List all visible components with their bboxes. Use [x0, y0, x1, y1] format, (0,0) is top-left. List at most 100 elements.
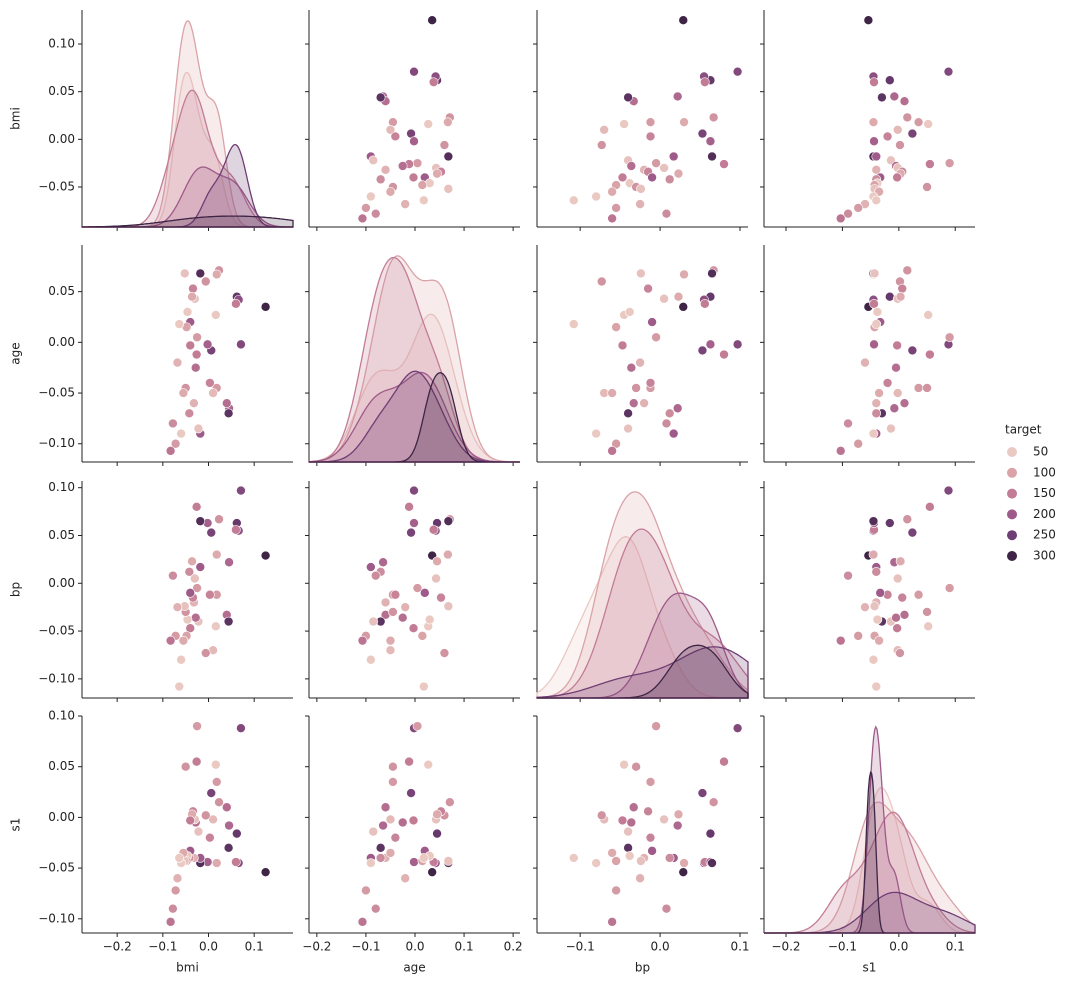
scatter-point [636, 184, 646, 194]
scatter-point [899, 610, 910, 620]
scatter-point [406, 527, 416, 538]
scatter-point [647, 172, 657, 183]
scatter-point [596, 140, 607, 150]
scatter-point [923, 119, 933, 129]
scatter-point [868, 654, 879, 665]
scatter-point [224, 820, 234, 831]
kde-area [537, 644, 749, 699]
scatter-point [611, 856, 621, 866]
kde-area [81, 215, 294, 228]
scatter-point [195, 516, 206, 526]
scatter-point [591, 428, 601, 439]
scatter-point [187, 556, 197, 567]
scatter-point [409, 136, 419, 147]
scatter-point [211, 310, 221, 320]
scatter-point [236, 339, 246, 350]
x-axis-label: s1 [863, 961, 877, 975]
x-axis-label: bp [635, 961, 650, 975]
scatter-point [944, 583, 955, 593]
scatter-point [892, 172, 902, 183]
scatter-point [673, 809, 684, 820]
scatter-point [202, 339, 213, 350]
scatter-point [860, 357, 870, 368]
scatter-point [185, 340, 196, 351]
scatter-point [607, 446, 617, 456]
legend-title: target [1005, 423, 1042, 437]
scatter-point [868, 428, 879, 439]
scatter-point [895, 291, 906, 302]
scatter-point [361, 203, 371, 213]
scatter-point [697, 128, 708, 139]
scatter-point [179, 268, 190, 279]
y-tick-label: 0.10 [48, 480, 75, 494]
scatter-point [211, 777, 222, 787]
scatter-point [205, 378, 215, 388]
scatter-point [678, 15, 689, 25]
scatter-point [732, 723, 743, 733]
y-tick-label: −0.10 [38, 436, 75, 450]
scatter-point [623, 423, 633, 434]
scatter-point [719, 349, 729, 360]
scatter-point [185, 623, 196, 634]
scatter-point [385, 186, 396, 197]
scatter-point [664, 408, 675, 419]
scatter-point [922, 607, 932, 617]
scatter-point [375, 843, 386, 853]
x-axis-label: bmi [176, 961, 199, 975]
scatter-point [432, 809, 442, 820]
scatter-point [380, 802, 391, 813]
legend-label: 300 [1033, 549, 1056, 563]
scatter-point [375, 853, 386, 863]
scatter-point [868, 549, 879, 560]
scatter-point [860, 602, 870, 612]
scatter-point [874, 388, 884, 398]
scatter-point [231, 524, 241, 535]
scatter-point [180, 761, 191, 772]
y-tick-label: 0.05 [48, 284, 75, 298]
scatter-point [357, 917, 368, 927]
scatter-point [432, 556, 442, 567]
scatter-point [673, 291, 684, 302]
scatter-point [260, 550, 271, 561]
scatter-point [195, 268, 206, 279]
scatter-point [366, 858, 376, 868]
x-tick-label: 0.1 [730, 940, 749, 954]
scatter-point [390, 589, 401, 600]
scatter-point [408, 172, 419, 183]
scatter-point [607, 213, 617, 224]
scatter-point [223, 843, 234, 853]
x-tick-label: 0.1 [455, 940, 474, 954]
scatter-point [853, 631, 864, 641]
scatter-point [835, 213, 846, 224]
scatter-point [697, 788, 708, 798]
y-axis-label: s1 [9, 818, 23, 832]
scatter-point [626, 817, 637, 828]
scatter-point [643, 806, 653, 817]
scatter-point [170, 438, 181, 449]
scatter-point [599, 124, 609, 135]
scatter-point [214, 514, 224, 525]
scatter-point [236, 723, 246, 733]
scatter-point [428, 77, 439, 87]
scatter-point [907, 128, 918, 139]
scatter-point [385, 814, 396, 825]
scatter-point [700, 77, 710, 87]
scatter-point [882, 131, 893, 142]
kde-area [536, 528, 749, 699]
scatter-point [176, 654, 186, 665]
y-tick-label: 0.05 [48, 84, 75, 98]
scatter-point [168, 418, 178, 429]
scatter-point [185, 815, 196, 826]
scatter-point [211, 759, 221, 770]
scatter-point [891, 362, 901, 373]
scatter-point [409, 518, 419, 528]
scatter-point [568, 319, 579, 329]
scatter-point [406, 788, 416, 798]
scatter-point [719, 159, 729, 169]
scatter-point [192, 332, 202, 343]
scatter-point [417, 631, 428, 641]
scatter-point [889, 403, 900, 414]
scatter-point [922, 383, 932, 393]
scatter-point [869, 601, 880, 612]
scatter-point [397, 612, 408, 623]
